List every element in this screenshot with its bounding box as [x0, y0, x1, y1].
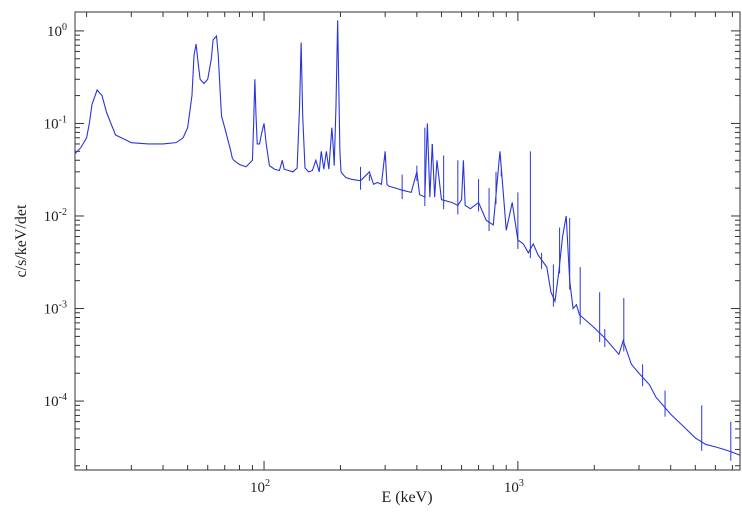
- y-tick-label: 10-3: [44, 300, 67, 318]
- spectrum-curve: [74, 20, 741, 456]
- y-tick-label: 10-1: [44, 114, 67, 132]
- y-tick-label: 100: [47, 22, 67, 40]
- x-axis-label: E (keV): [381, 489, 432, 506]
- spectrum-line: [74, 20, 741, 456]
- emission-lines: [360, 127, 732, 461]
- plot-frame: [74, 11, 741, 471]
- tick-labels: 102 103 100 10-1 10-2 10-3 10-4: [44, 22, 524, 496]
- axis-ticks: [75, 12, 740, 470]
- y-axis-label: c/s/keV/det: [13, 204, 30, 277]
- x-tick-label: 103: [504, 478, 524, 496]
- x-tick-label: 102: [250, 478, 270, 496]
- y-tick-label: 10-4: [44, 392, 67, 410]
- y-tick-label: 10-2: [44, 207, 67, 225]
